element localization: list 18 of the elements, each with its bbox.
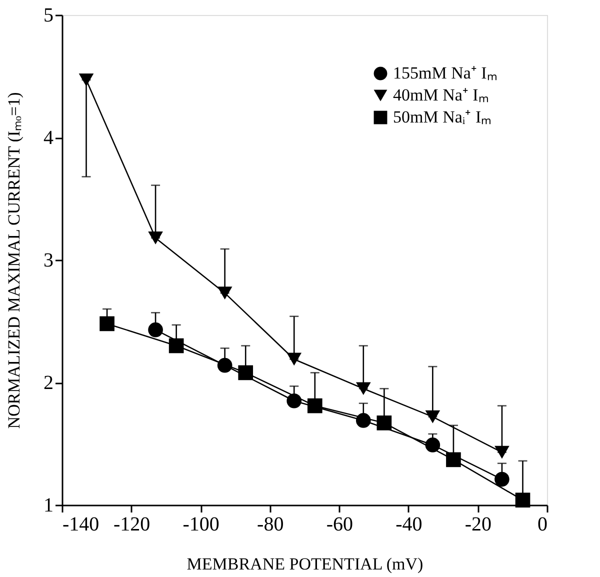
y-tick-label: 4 [44,127,54,149]
x-tick-label: -40 [396,514,422,536]
y-tick-label: 3 [44,250,54,272]
x-tick-label: -60 [326,514,353,536]
y-tick-label: 5 [44,4,54,26]
legend-label: 40mM Na⁺ Iₘ [393,86,488,104]
x-tick-label: -120 [113,514,150,536]
y-tick-label: 1 [44,494,54,516]
x-tick-label: 0 [538,514,548,536]
x-tick-label: -20 [464,514,492,536]
legend-label: 155mM Na⁺ Iₘ [393,64,497,82]
legend-label: 50mM Naᵢ⁺ Iₘ [393,108,492,126]
x-tick-label: -80 [257,514,284,536]
x-axis-title: MEMBRANE POTENTIAL (mV) [186,554,424,574]
x-tick-label: -100 [182,514,220,536]
y-axis-title: NORMALIZED MAXIMAL CURRENT (Iₘₒ=1) [4,92,24,429]
x-tick-label: -140 [62,514,100,536]
y-tick-label: 2 [44,372,54,394]
